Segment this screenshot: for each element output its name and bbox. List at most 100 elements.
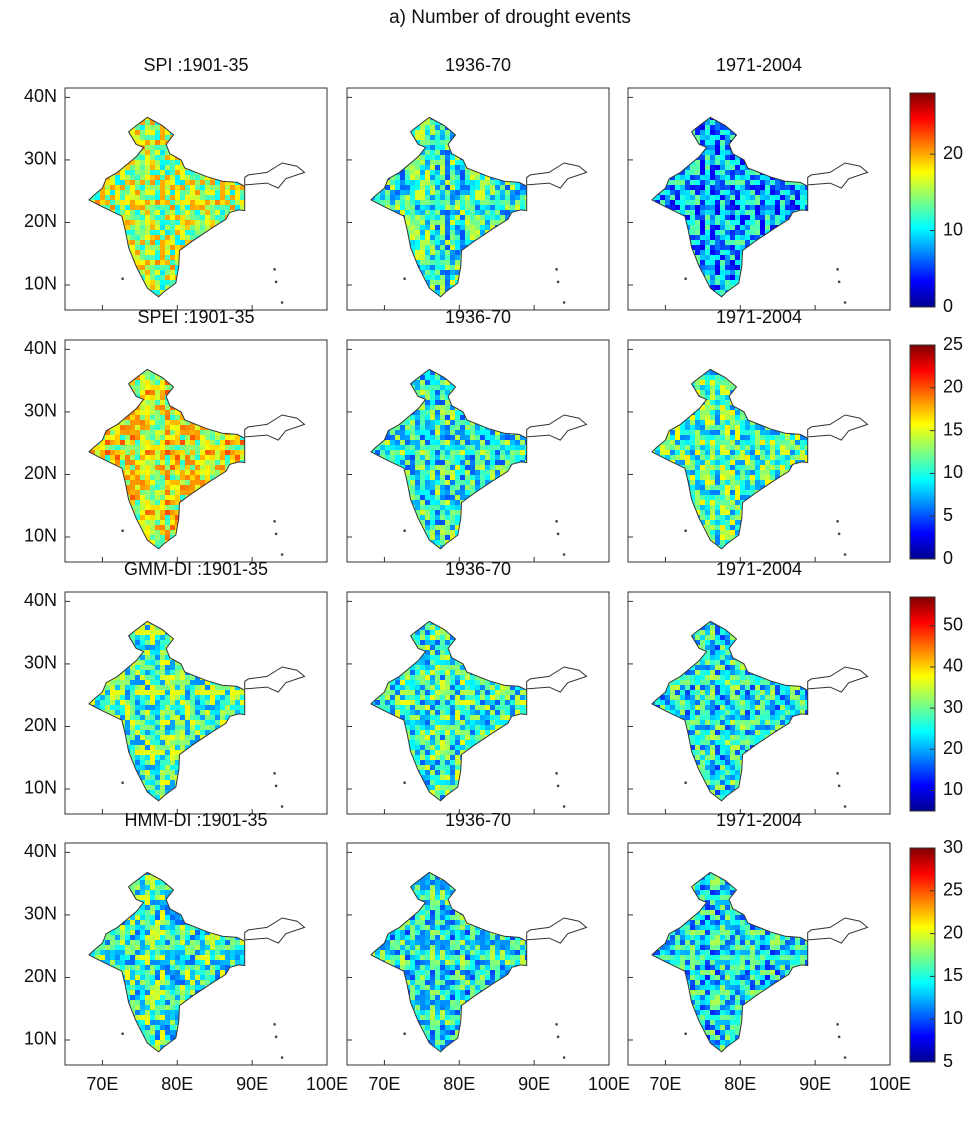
- lon-tick-label: 70E: [368, 1074, 400, 1094]
- island: [555, 268, 558, 271]
- map-panel: [64, 591, 328, 815]
- india-map: [651, 871, 809, 1053]
- india-map: [370, 871, 528, 1053]
- colorbar: [909, 344, 936, 560]
- lon-tick-label: 80E: [724, 1074, 756, 1094]
- panel-title: 1936-70: [445, 559, 511, 579]
- island: [843, 805, 847, 808]
- island: [684, 1032, 687, 1036]
- panel-title: 1936-70: [445, 55, 511, 75]
- island: [121, 277, 124, 281]
- island: [556, 532, 560, 536]
- map-panel: [346, 842, 610, 1066]
- colorbar-tick-label: 25: [943, 880, 963, 900]
- india-map: [370, 368, 528, 550]
- lon-tick-label: 100E: [306, 1074, 348, 1094]
- island: [555, 520, 558, 523]
- northeast-outline: [526, 666, 588, 693]
- map-panel: [627, 842, 891, 1066]
- northeast-outline: [244, 666, 306, 693]
- panel-title: 1971-2004: [716, 307, 802, 327]
- island: [555, 772, 558, 775]
- lon-tick-label: 90E: [236, 1074, 268, 1094]
- colorbar-tick-label: 10: [943, 462, 963, 482]
- island: [562, 553, 566, 556]
- island: [837, 1035, 841, 1039]
- island: [684, 529, 687, 533]
- colorbar-tick-label: 15: [943, 965, 963, 985]
- colorbar: [909, 847, 936, 1063]
- island: [684, 781, 687, 785]
- colorbar-tick-label: 5: [943, 505, 953, 525]
- lon-tick-label: 70E: [649, 1074, 681, 1094]
- island: [403, 1032, 406, 1036]
- island: [274, 1035, 278, 1039]
- island: [280, 1056, 284, 1059]
- northeast-outline: [807, 162, 869, 189]
- lon-tick-label: 70E: [86, 1074, 118, 1094]
- colorbar-tick-label: 0: [943, 296, 953, 316]
- island: [121, 781, 124, 785]
- colorbar-tick-label: 20: [943, 143, 963, 163]
- island: [837, 532, 841, 536]
- colorbar-tick-label: 50: [943, 615, 963, 635]
- lat-tick-label: 10N: [24, 526, 57, 546]
- colorbar: [909, 92, 936, 308]
- island: [556, 784, 560, 788]
- india-map: [651, 620, 809, 802]
- map-panel: [64, 87, 328, 311]
- lon-tick-label: 100E: [869, 1074, 911, 1094]
- island: [274, 280, 278, 284]
- island: [836, 520, 839, 523]
- colorbar-tick-label: 20: [943, 738, 963, 758]
- lat-tick-label: 10N: [24, 274, 57, 294]
- northeast-outline: [526, 917, 588, 944]
- panel-title: SPEI :1901-35: [137, 307, 254, 327]
- figure-title: a) Number of drought events: [389, 7, 631, 28]
- india-map: [88, 368, 246, 550]
- india-map: [370, 620, 528, 802]
- colorbar-tick-label: 25: [943, 334, 963, 354]
- island: [836, 268, 839, 271]
- lat-tick-label: 10N: [24, 1029, 57, 1049]
- island: [684, 277, 687, 281]
- map-panel: [346, 339, 610, 563]
- colorbar-tick-label: 20: [943, 922, 963, 942]
- island: [403, 529, 406, 533]
- map-panel: [64, 842, 328, 1066]
- colorbar-tick-label: 10: [943, 779, 963, 799]
- island: [562, 805, 566, 808]
- lat-tick-label: 30N: [24, 401, 57, 421]
- lat-tick-label: 30N: [24, 149, 57, 169]
- lon-tick-label: 80E: [443, 1074, 475, 1094]
- map-panel: [627, 87, 891, 311]
- island: [837, 280, 841, 284]
- island: [273, 268, 276, 271]
- island: [555, 1023, 558, 1026]
- india-map: [651, 368, 809, 550]
- lat-tick-label: 40N: [24, 590, 57, 610]
- map-panel: [346, 591, 610, 815]
- lat-tick-label: 40N: [24, 841, 57, 861]
- lat-tick-label: 20N: [24, 715, 57, 735]
- colorbar-tick-label: 40: [943, 656, 963, 676]
- island: [403, 781, 406, 785]
- colorbar-tick-label: 20: [943, 377, 963, 397]
- island: [843, 553, 847, 556]
- india-map: [88, 871, 246, 1053]
- lon-tick-label: 90E: [518, 1074, 550, 1094]
- panel-title: 1971-2004: [716, 810, 802, 830]
- india-map: [88, 620, 246, 802]
- northeast-outline: [526, 162, 588, 189]
- lat-tick-label: 20N: [24, 211, 57, 231]
- northeast-outline: [244, 414, 306, 441]
- panel-title: HMM-DI :1901-35: [124, 810, 267, 830]
- colorbar: [909, 596, 936, 812]
- island: [843, 1056, 847, 1059]
- lon-tick-label: 90E: [799, 1074, 831, 1094]
- island: [836, 772, 839, 775]
- panel-title: 1971-2004: [716, 55, 802, 75]
- colorbar-tick-label: 10: [943, 1008, 963, 1028]
- panel-title: 1936-70: [445, 307, 511, 327]
